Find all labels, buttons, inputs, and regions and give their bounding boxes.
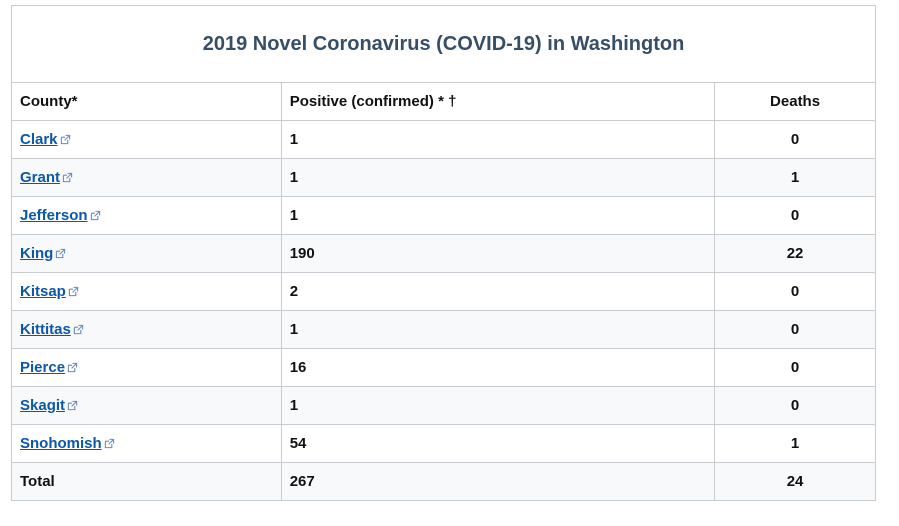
deaths-cell: 0 — [714, 348, 876, 387]
deaths-cell: 24 — [714, 462, 876, 501]
data-row: Skagit 1 0 — [11, 386, 876, 425]
positive-cell: 1 — [280, 158, 716, 197]
table-title: 2019 Novel Coronavirus (COVID-19) in Was… — [11, 5, 876, 83]
total-row: Total 267 24 — [11, 462, 876, 501]
column-header: Positive (confirmed) * † — [280, 82, 716, 121]
deaths-cell: 22 — [714, 234, 876, 273]
county-cell: King — [11, 234, 282, 273]
county-link[interactable]: Grant — [20, 169, 61, 186]
deaths-cell: 0 — [714, 310, 876, 349]
positive-cell: 1 — [280, 120, 716, 159]
positive-cell: 2 — [280, 272, 716, 311]
county-cell: Clark — [11, 120, 282, 159]
column-header: Deaths — [714, 82, 876, 121]
deaths-cell: 0 — [714, 120, 876, 159]
positive-cell: 1 — [280, 310, 716, 349]
county-link[interactable]: King — [20, 245, 54, 262]
county-cell: Pierce — [11, 348, 282, 387]
positive-cell: 1 — [280, 196, 716, 235]
county-link[interactable]: Pierce — [20, 359, 66, 376]
county-link[interactable]: Kitsap — [20, 283, 66, 300]
county-link[interactable]: Snohomish — [20, 435, 102, 452]
external-link-icon — [68, 286, 79, 297]
data-row: Kittitas 1 0 — [11, 310, 876, 349]
data-row: Pierce 16 0 — [11, 348, 876, 387]
external-link-icon — [67, 362, 78, 373]
county-cell: Kitsap — [11, 272, 282, 311]
data-row: Clark 1 0 — [11, 120, 876, 159]
table-container: 2019 Novel Coronavirus (COVID-19) in Was… — [11, 5, 876, 501]
data-row: Kitsap 2 0 — [11, 272, 876, 311]
data-table: 2019 Novel Coronavirus (COVID-19) in Was… — [11, 5, 876, 501]
deaths-cell: 1 — [714, 158, 876, 197]
header-row: County* Positive (confirmed) * † Deaths — [11, 82, 876, 121]
deaths-cell: 0 — [714, 196, 876, 235]
county-cell: Grant — [11, 158, 282, 197]
data-row: Grant 1 1 — [11, 158, 876, 197]
positive-cell: 54 — [280, 424, 716, 463]
external-link-icon — [73, 324, 84, 335]
deaths-cell: 1 — [714, 424, 876, 463]
data-row: Snohomish 54 1 — [11, 424, 876, 463]
external-link-icon — [56, 248, 66, 259]
title-row: 2019 Novel Coronavirus (COVID-19) in Was… — [11, 5, 876, 83]
data-row: Jefferson 1 0 — [11, 196, 876, 235]
column-header: County* — [11, 82, 282, 121]
county-link[interactable]: Kittitas — [20, 321, 71, 338]
county-link[interactable]: Jefferson — [20, 207, 88, 224]
county-cell: Jefferson — [11, 196, 282, 235]
positive-cell: 190 — [280, 234, 716, 273]
external-link-icon — [62, 172, 73, 183]
positive-cell: 16 — [280, 348, 716, 387]
county-cell: Kittitas — [11, 310, 282, 349]
deaths-cell: 0 — [714, 272, 876, 311]
county-link[interactable]: Skagit — [20, 397, 66, 414]
external-link-icon — [67, 400, 78, 411]
county-link[interactable]: Clark — [20, 131, 58, 148]
table-body: County* Positive (confirmed) * † Deaths Cla… — [11, 82, 876, 501]
county-cell: Skagit — [11, 386, 282, 425]
positive-cell: 267 — [280, 462, 716, 501]
county-cell: Total — [11, 462, 282, 501]
data-row: King 190 22 — [11, 234, 876, 273]
external-link-icon — [104, 438, 114, 449]
county-cell: Snohomish — [11, 424, 282, 463]
deaths-cell: 0 — [714, 386, 876, 425]
external-link-icon — [90, 210, 100, 221]
positive-cell: 1 — [280, 386, 716, 425]
external-link-icon — [60, 134, 70, 145]
